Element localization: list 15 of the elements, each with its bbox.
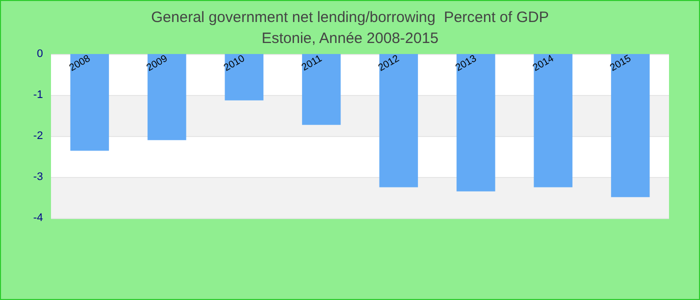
x-tick-label: 2011: [300, 53, 324, 74]
x-tick-label: 2013: [454, 53, 480, 74]
y-tick-label: -2: [33, 130, 43, 142]
y-tick-label: -3: [33, 171, 43, 183]
x-tick-label: 2012: [376, 53, 402, 74]
x-tick-label: 2010: [222, 53, 248, 74]
x-tick-label: 2015: [608, 53, 634, 74]
y-tick-label: -4: [33, 212, 43, 224]
y-tick-label: 0: [36, 48, 43, 60]
x-tick-label: 2009: [144, 53, 170, 74]
x-tick-label: 2014: [531, 53, 556, 74]
chart-subtitle: Estonie, Année 2008-2015: [262, 30, 438, 47]
y-tick-label: -1: [33, 89, 43, 101]
chart-title: General government net lending/borrowing Percent of GDP: [151, 9, 549, 26]
x-tick-label: 2008: [68, 53, 93, 74]
